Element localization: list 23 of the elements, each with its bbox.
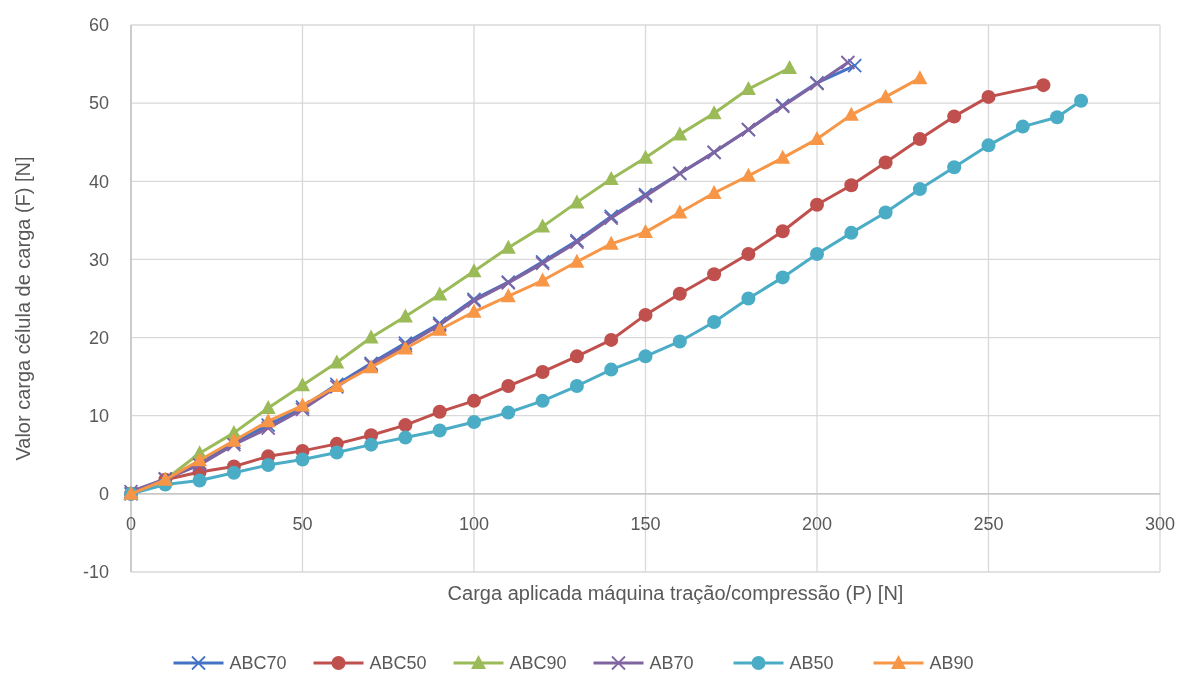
x-tick-label: 300 [1144, 513, 1176, 534]
y-tick-label: 10 [88, 406, 109, 427]
x-tick-label: 200 [801, 513, 833, 534]
y-tick-label: 50 [88, 93, 109, 114]
legend-label: ABC90 [509, 653, 567, 674]
x-tick-label: 150 [630, 513, 661, 534]
legend-label: AB90 [929, 653, 974, 674]
y-tick-label: 40 [88, 171, 109, 192]
x-tick-label: 250 [973, 513, 1004, 534]
y-tick-label: -10 [82, 562, 109, 583]
y-tick-label: 30 [88, 249, 109, 270]
legend-label: ABC50 [369, 653, 427, 674]
y-tick-label: 0 [98, 484, 109, 505]
legend-label: AB70 [649, 653, 694, 674]
x-tick-label: 50 [292, 513, 313, 534]
y-tick-label: 60 [88, 15, 109, 36]
x-axis-title: Carga aplicada máquina tração/compressão (P) [N] [447, 582, 904, 604]
y-tick-label: 20 [88, 327, 109, 348]
x-tick-label: 0 [125, 513, 137, 534]
legend-label: ABC70 [229, 653, 287, 674]
x-tick-label: 100 [458, 513, 490, 534]
y-axis-title: Valor carga célula de carga (F) [N] [12, 156, 34, 461]
legend-label: AB50 [789, 653, 834, 674]
